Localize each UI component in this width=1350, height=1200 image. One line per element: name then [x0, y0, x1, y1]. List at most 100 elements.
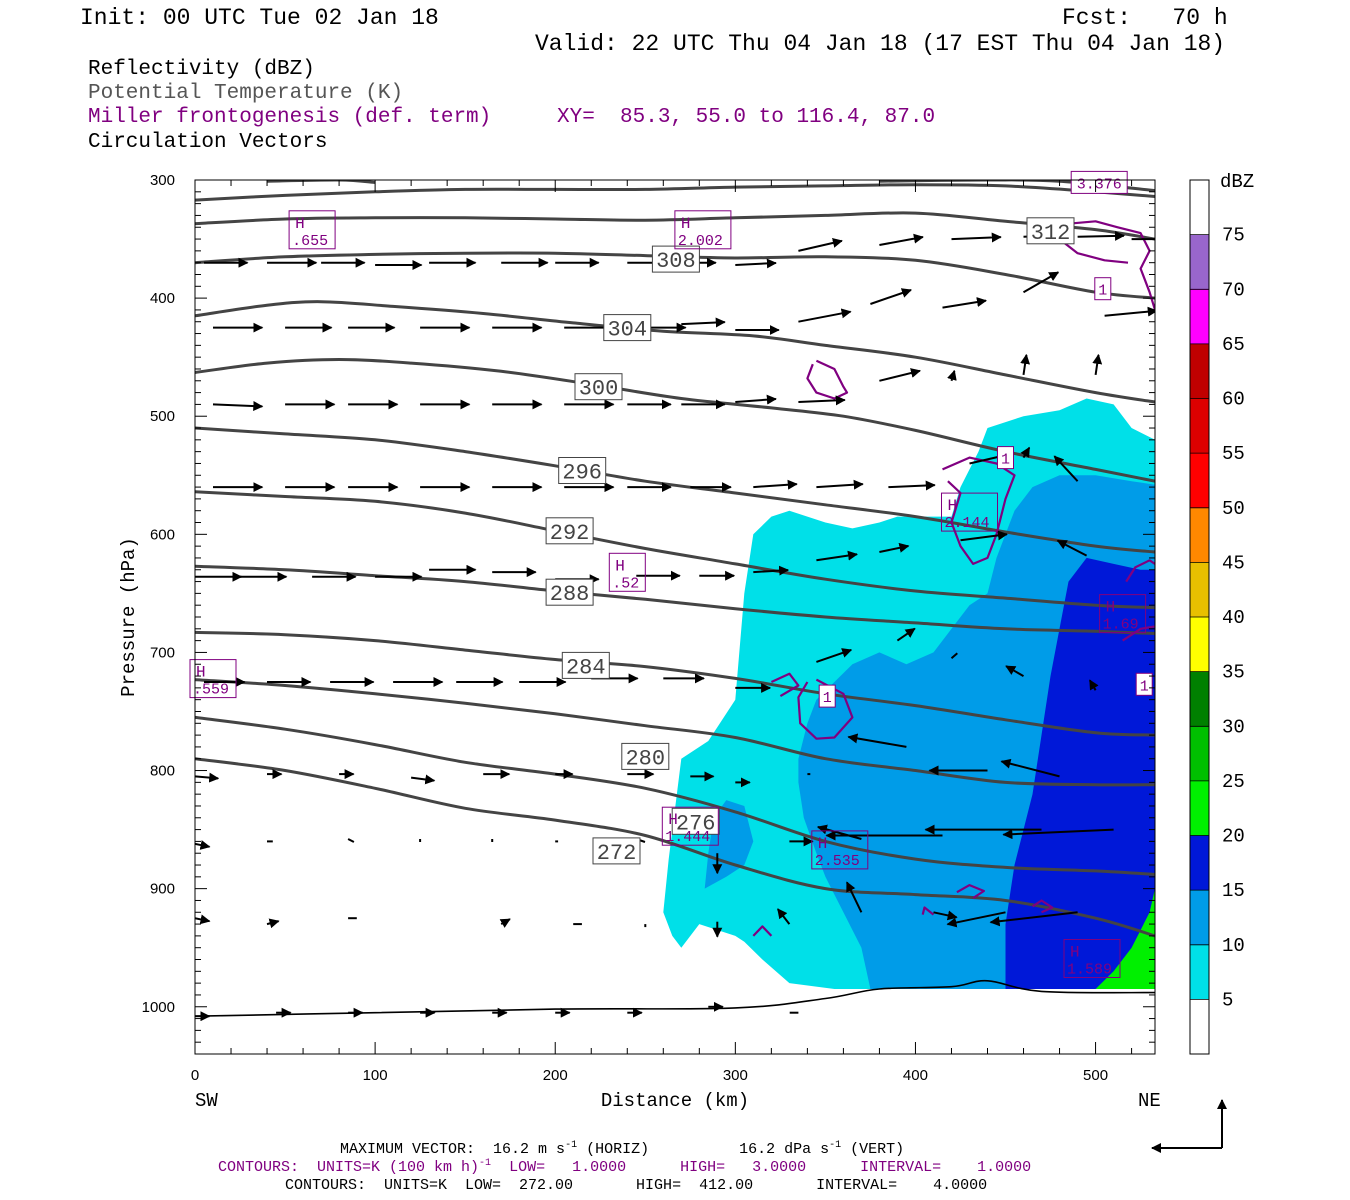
circulation-vector — [735, 258, 777, 269]
high-marker: H — [668, 811, 678, 829]
y-tick-label: 500 — [150, 408, 175, 425]
high-marker: H — [1106, 599, 1116, 617]
theta-label: 288 — [550, 582, 590, 607]
footer-max-vector: MAXIMUM VECTOR: 16.2 m s-1 (HORIZ) 16.2 … — [340, 1140, 905, 1158]
high-value: 1.69 — [1103, 617, 1139, 634]
contour-labels: 272276280284288292296300304308312H.655H2… — [189, 170, 1153, 979]
theta-label-box — [603, 314, 652, 342]
theta-label: 276 — [676, 811, 716, 836]
x-tick-label: 300 — [723, 1067, 748, 1084]
circulation-vector — [1077, 230, 1125, 241]
fronto-contour-8 — [956, 884, 985, 900]
circulation-vector — [946, 911, 1006, 928]
theta-label-box — [1026, 217, 1075, 245]
footer-fronto-contours: CONTOURS: UNITS=K (100 km h)-1 LOW= 1.00… — [218, 1158, 1032, 1176]
fronto-contour-10 — [921, 906, 935, 916]
high-value: .559 — [193, 682, 229, 699]
theta-contour-304 — [195, 300, 1155, 404]
circulation-vector — [847, 733, 907, 748]
circulation-vector — [845, 881, 863, 913]
colorbar-band — [1190, 507, 1209, 563]
colorbar-label: 35 — [1222, 662, 1245, 684]
theta-label: 312 — [1031, 221, 1071, 246]
y-tick-label: 900 — [150, 881, 175, 898]
circulation-vector — [753, 479, 798, 490]
colorbar-label: 25 — [1222, 771, 1245, 793]
fronto-contour-2 — [770, 672, 800, 698]
colorbar-band — [1190, 343, 1209, 399]
legend-reflectivity: Reflectivity (dBZ) — [88, 58, 315, 81]
theta-label: 296 — [562, 461, 602, 486]
y-tick-label: 700 — [150, 644, 175, 661]
cross-section-xy: XY= 85.3, 55.0 to 116.4, 87.0 — [557, 106, 936, 129]
colorbar-band — [1190, 726, 1209, 781]
fronto-label: 3.376 — [1077, 176, 1122, 193]
theta-contour-312 — [195, 211, 1155, 241]
high-marker: H — [948, 497, 958, 515]
x-tick-label: 400 — [903, 1067, 928, 1084]
fronto-label-box — [997, 446, 1014, 470]
fronto-contour-1 — [797, 678, 854, 740]
colorbar-frame — [1189, 179, 1210, 1055]
circulation-vector — [947, 369, 957, 382]
x-axis-title: Distance (km) — [601, 1090, 749, 1112]
circulation-vector — [499, 918, 511, 928]
colorbar-label: 55 — [1222, 443, 1245, 465]
circulation-vector — [735, 394, 777, 405]
high-label-box — [1099, 594, 1147, 634]
theta-contour-292 — [195, 490, 1155, 610]
colorbar-band — [1190, 562, 1209, 617]
theta-contour-11 — [195, 183, 1155, 202]
colorbar-label: 20 — [1222, 826, 1245, 848]
colorbar-label: 10 — [1222, 935, 1245, 957]
circulation-vector — [816, 479, 864, 490]
high-marker: H — [295, 215, 305, 233]
circulation-vector — [879, 368, 921, 382]
colorbar-label: 50 — [1222, 498, 1245, 520]
circulation-vector — [347, 838, 355, 843]
circulation-vector — [798, 308, 852, 323]
fronto-label: 1 — [1001, 452, 1010, 469]
high-marker: H — [196, 664, 206, 682]
high-label-box — [674, 210, 732, 250]
theta-label: 308 — [656, 249, 696, 274]
high-value: 1.589 — [1067, 962, 1112, 979]
sw-end-label: SW — [195, 1090, 218, 1112]
fronto-label: 1 — [823, 690, 832, 707]
footer-theta-contours: CONTOURS: UNITS=K LOW= 272.00 HIGH= 412.… — [285, 1177, 988, 1194]
high-marker: H — [1070, 944, 1080, 962]
init-time: Init: 00 UTC Tue 02 Jan 18 — [80, 5, 439, 31]
theta-label-box — [651, 245, 700, 273]
theta-label: 300 — [579, 377, 619, 402]
circulation-vector — [410, 774, 436, 785]
high-label-box — [288, 210, 336, 250]
colorbar-label: 65 — [1222, 334, 1245, 356]
fronto-contour-3 — [942, 456, 1016, 565]
theta-contour-272 — [195, 757, 1155, 938]
circulation-vector — [1088, 679, 1099, 691]
fronto-contour-11 — [752, 925, 773, 937]
high-value: 1.444 — [665, 829, 710, 846]
circulation-vector — [212, 401, 264, 412]
x-tick-label: 200 — [543, 1067, 568, 1084]
forecast-hour: Fcst: 70 h — [1062, 5, 1228, 31]
circulation-vector — [1020, 446, 1031, 459]
colorbar-band — [1190, 944, 1209, 1000]
theta-label: 280 — [625, 746, 665, 771]
circulation-vector — [896, 627, 916, 642]
circulation-vector — [888, 480, 936, 491]
circulation-vector — [942, 297, 987, 309]
colorbar-label: 5 — [1222, 989, 1233, 1011]
colorbar-band — [1190, 289, 1209, 344]
colorbar-label: 70 — [1222, 279, 1245, 301]
theta-contour-280 — [195, 678, 1155, 787]
ground-surface — [195, 979, 1155, 1017]
high-label-box — [941, 492, 998, 532]
y-tick-label: 800 — [150, 763, 175, 780]
fronto-contour-6 — [1121, 625, 1155, 642]
theta-contour-276 — [195, 715, 1155, 876]
circulation-vector — [266, 918, 280, 929]
theta-label-box — [621, 742, 670, 770]
circulation-vector — [1023, 271, 1060, 294]
theta-label-box — [561, 651, 610, 679]
